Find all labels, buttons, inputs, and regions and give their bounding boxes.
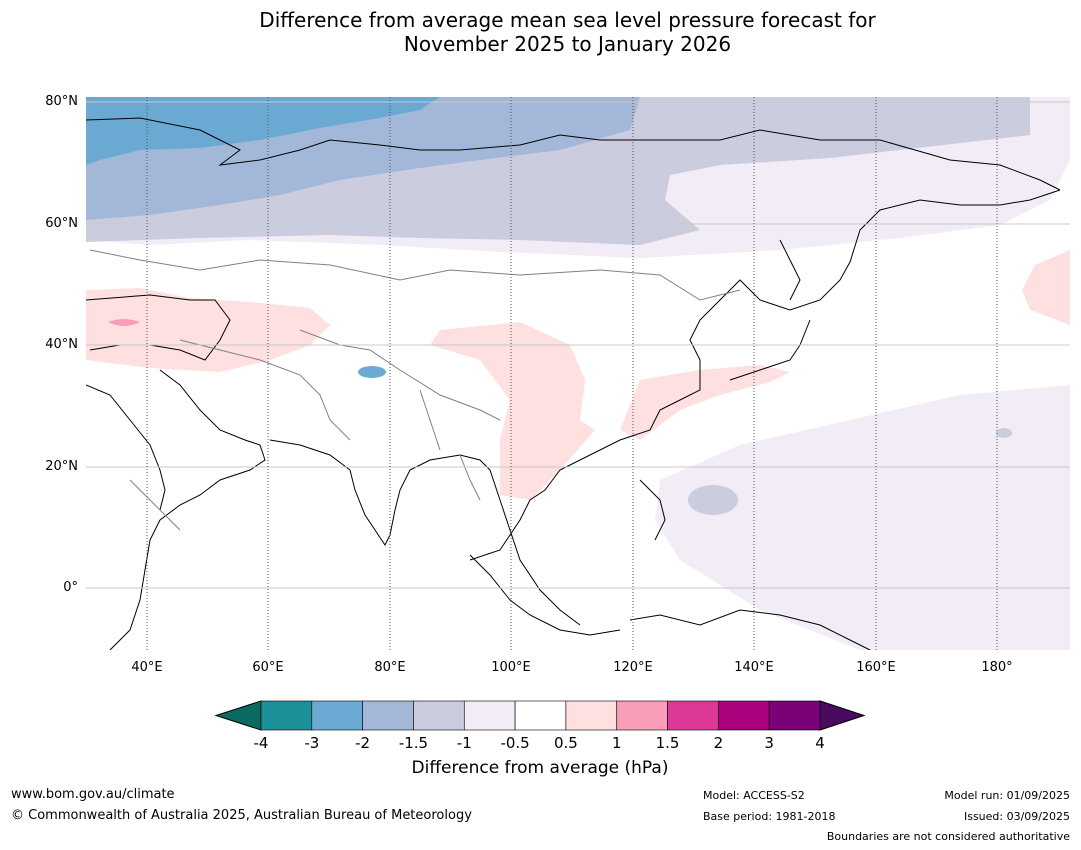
map-plot-area — [86, 97, 1070, 650]
latitude-gridlines — [86, 101, 1070, 589]
colorbar-tick-label: 2 — [713, 734, 724, 752]
lon-label-40e: 40°E — [131, 660, 163, 675]
footer-base-period: Base period: 1981-2018 — [703, 810, 836, 823]
lon-label-80e: 80°E — [374, 660, 406, 675]
footer-model-run: Model run: 01/09/2025 — [944, 789, 1070, 802]
colorbar-tick-label: 1.5 — [655, 734, 680, 752]
colorbar-tick-label: -1 — [456, 734, 472, 752]
colorbar-tick-label: 3 — [764, 734, 774, 752]
colorbar-over-arrow — [819, 700, 866, 731]
colorbar-under-arrow — [214, 700, 262, 731]
colorbar-segment — [463, 700, 516, 731]
anomaly-negative-1.5-pacific — [688, 485, 738, 515]
footer-copyright: © Commonwealth of Australia 2025, Austra… — [11, 808, 472, 823]
colorbar-segment — [260, 700, 313, 731]
anomaly-negative-3-region — [86, 97, 440, 165]
anomaly-negative-1.5-small — [996, 428, 1012, 438]
lat-label-80n: 80°N — [45, 94, 78, 109]
title-line-1: Difference from average mean sea level p… — [259, 8, 876, 32]
anomaly-positive-0.5-pacific — [1022, 250, 1070, 325]
colorbar — [214, 700, 866, 731]
colorbar-tick-label: 1 — [611, 734, 622, 752]
longitude-gridlines — [146, 97, 998, 650]
footer-model: Model: ACCESS-S2 — [703, 789, 805, 802]
colorbar-segment — [616, 700, 668, 731]
colorbar-tick-label: -3 — [304, 734, 320, 752]
colorbar-tick-label: 0.5 — [553, 734, 578, 752]
anomaly-positive-1-spot — [108, 319, 140, 326]
lat-label-20n: 20°N — [45, 459, 78, 474]
anomaly-positive-0.5-europe — [86, 288, 330, 372]
colorbar-segment — [565, 700, 618, 731]
anomaly-negative-1-pacific — [655, 385, 1070, 650]
footer-url[interactable]: www.bom.gov.au/climate — [11, 787, 175, 802]
lon-label-60e: 60°E — [252, 660, 284, 675]
lat-label-0: 0° — [63, 580, 78, 595]
footer-issued: Issued: 03/09/2025 — [963, 810, 1070, 823]
lat-label-40n: 40°N — [45, 337, 78, 352]
colorbar-segment — [768, 700, 821, 731]
lat-label-60n: 60°N — [45, 216, 78, 231]
colorbar-tick-label: -0.5 — [500, 734, 530, 752]
colorbar-segment — [667, 700, 719, 731]
title-line-2: November 2025 to January 2026 — [403, 32, 732, 56]
colorbar-tick-label: -4 — [253, 734, 269, 752]
lon-label-180: 180° — [981, 660, 1013, 675]
lon-label-140e: 140°E — [734, 660, 774, 675]
colorbar-segment — [718, 700, 770, 731]
colorbar-segment — [413, 700, 465, 731]
colorbar-segment — [311, 700, 363, 731]
lon-label-160e: 160°E — [856, 660, 896, 675]
anomaly-positive-0.5-japan — [620, 365, 790, 440]
lon-label-120e: 120°E — [613, 660, 653, 675]
colorbar-segment — [362, 700, 414, 731]
colorbar-tick-label: -1.5 — [398, 734, 429, 752]
lon-label-100e: 100°E — [491, 660, 531, 675]
colorbar-tick-label: 4 — [815, 734, 825, 752]
anomaly-negative-tibet — [358, 366, 386, 378]
footer-disclaimer: Boundaries are not considered authoritat… — [826, 830, 1070, 843]
colorbar-title: Difference from average (hPa) — [411, 758, 669, 778]
anomaly-positive-0.5-china — [430, 322, 595, 500]
chart-title: Difference from average mean sea level p… — [0, 8, 1081, 56]
country-borders — [89, 249, 741, 531]
coastlines — [86, 117, 1061, 650]
colorbar-tick-label: -2 — [355, 734, 371, 752]
colorbar-segment — [514, 700, 567, 731]
